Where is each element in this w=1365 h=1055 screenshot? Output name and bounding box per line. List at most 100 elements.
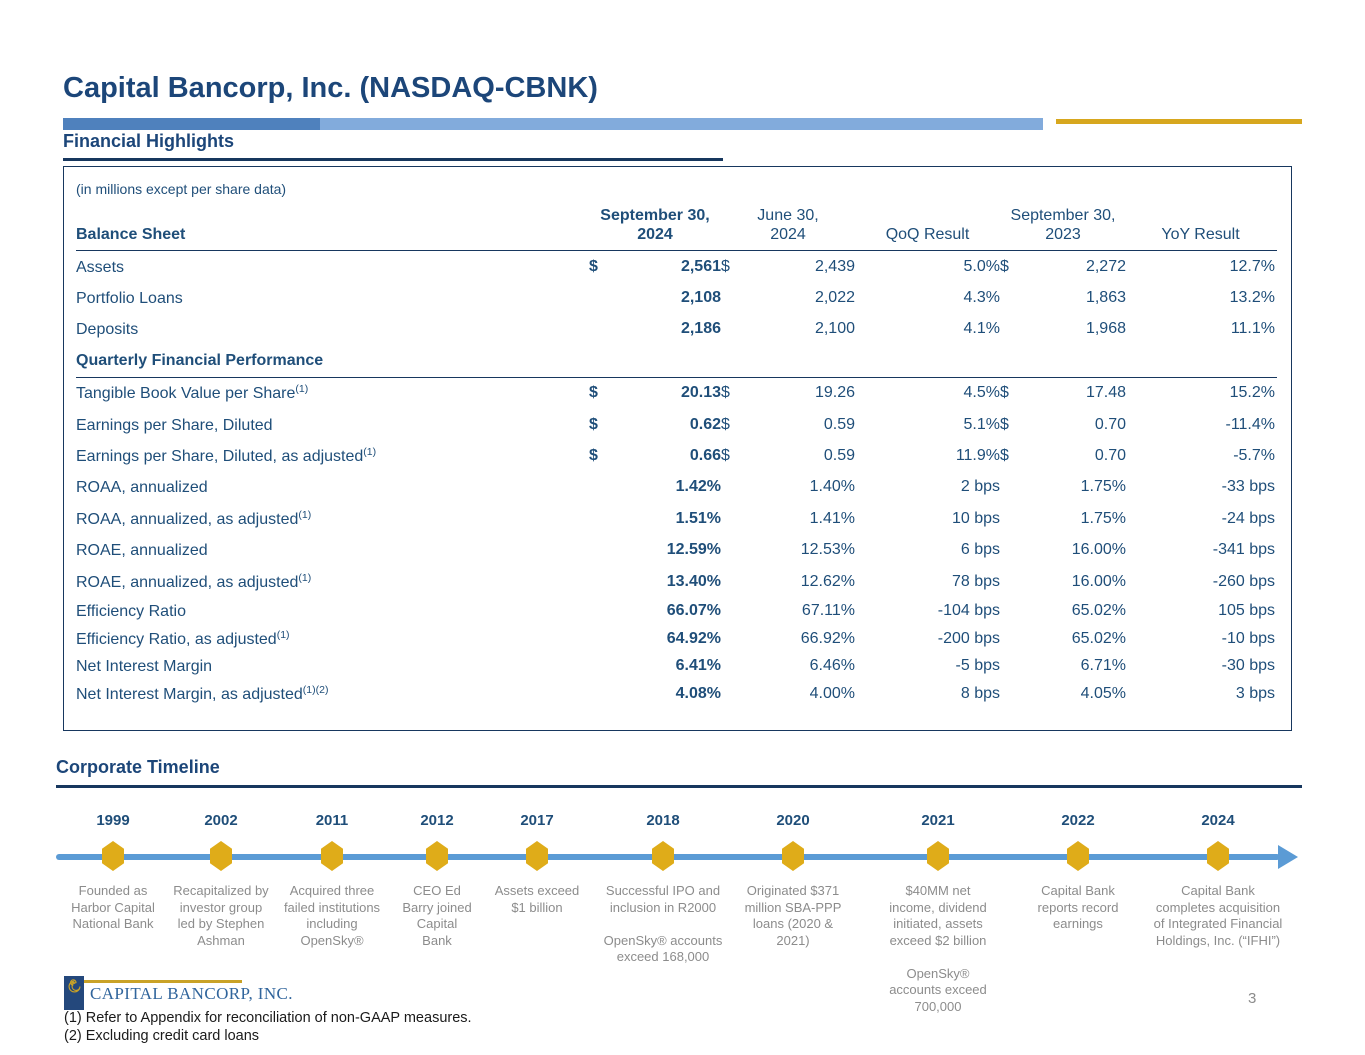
hexagon-marker-icon [652,841,674,871]
value-sep24: 66.07% [666,602,721,620]
table-row: Net Interest Margin 6.41% 6.46% -5 bps 6… [76,652,1277,680]
table-row: Tangible Book Value per Share(1) $ 20.13… [76,378,1277,409]
value-qoq: -200 bps [937,629,1000,647]
row-label: Deposits [76,321,139,339]
value-jun24: 67.11% [801,602,855,620]
col-header-jun-2024: June 30, [757,207,819,224]
value-sep23: 4.05% [1080,684,1126,702]
value-sep24: 1.42% [675,478,721,496]
value-yoy: 105 bps [1218,602,1275,620]
table-row: ROAA, annualized, as adjusted(1) 1.51% 1… [76,503,1277,534]
value-yoy: -30 bps [1221,657,1275,675]
value-jun24: 19.26 [814,384,855,402]
value-qoq: 4.1% [963,320,1000,338]
title-accent-bar [63,118,1043,130]
table-row: Deposits 2,186 2,100 4.1% 1,968 11.1% [76,314,1277,345]
value-yoy: -260 bps [1212,572,1275,590]
dollar-sign: $ [721,257,730,275]
accent-bar-light-segment [320,118,1043,130]
value-jun24: 1.40% [809,478,855,496]
table-row: Net Interest Margin, as adjusted(1)(2) 4… [76,680,1277,708]
value-yoy: 12.7% [1229,257,1275,275]
event-caption: Assets exceed $1 billion [494,883,580,915]
value-qoq: 78 bps [951,572,1000,590]
event-year: 2022 [1061,812,1095,829]
hexagon-marker-icon [526,841,548,871]
timeline-event-2017: 2017 Assets exceed $1 billion [448,812,626,916]
value-sep24: 0.62 [689,415,721,433]
event-year: 2020 [776,812,810,829]
hexagon-marker-icon [426,841,448,871]
table-header-row-1: September 30, June 30, September 30, [76,207,1277,225]
col-header-year-2024b: 2024 [770,226,806,243]
value-qoq: 10 bps [951,509,1000,527]
table-row: Earnings per Share, Diluted $ 0.62 $ 0.5… [76,409,1277,440]
dollar-sign: $ [1000,447,1009,465]
hexagon-marker-icon [321,841,343,871]
row-label: Efficiency Ratio [76,603,186,621]
value-sep23: 16.00% [1071,541,1126,559]
value-yoy: -33 bps [1221,478,1275,496]
logo-company-name: CAPITAL BANCORP, INC. [90,984,293,1003]
table-row: Portfolio Loans 2,108 2,022 4.3% 1,863 1… [76,282,1277,313]
value-jun24: 0.59 [823,415,855,433]
value-yoy: -341 bps [1212,541,1275,559]
col-header-year-2023: 2023 [1045,226,1081,243]
event-caption: CEO Ed Barry joined Capital Bank [402,883,472,948]
row-label: Earnings per Share, Diluted [76,416,273,434]
value-qoq: 8 bps [960,684,1000,702]
row-label: Tangible Book Value per Share(1) [76,383,309,403]
timeline-event-2020: 2020 Originated $371 million SBA-PPP loa… [704,812,882,949]
value-jun24: 12.62% [800,572,855,590]
value-jun24: 12.53% [800,541,855,559]
hexagon-marker-icon [782,841,804,871]
col-header-year-2024: 2024 [637,226,673,243]
value-sep24: 1.51% [675,509,721,527]
row-group-label: Balance Sheet [76,226,186,243]
value-sep23: 17.48 [1085,384,1126,402]
row-label: ROAA, annualized, as adjusted(1) [76,508,312,528]
dollar-sign: $ [721,447,730,465]
value-yoy: 11.1% [1230,320,1275,338]
value-jun24: 2,100 [814,320,855,338]
event-caption: Capital Bank reports record earnings [1037,883,1119,931]
value-sep23: 65.02% [1071,629,1126,647]
value-jun24: 4.00% [809,684,855,702]
dollar-sign: $ [589,384,598,402]
value-jun24: 2,439 [814,257,855,275]
hexagon-marker-icon [1067,841,1089,871]
timeline-event-2022: 2022 Capital Bank reports record earning… [989,812,1167,933]
table-header-row-2: Balance Sheet 2024 2024 QoQ Result 2023 … [76,225,1277,251]
value-qoq: 2 bps [960,478,1000,496]
row-label: Efficiency Ratio, as adjusted(1) [76,628,290,648]
value-qoq: 5.1% [963,415,1000,433]
dollar-sign: $ [1000,257,1009,275]
table-row: Earnings per Share, Diluted, as adjusted… [76,440,1277,471]
timeline-event-2018: 2018 Successful IPO and inclusion in R20… [574,812,752,966]
timeline-event-2021: 2021 $40MM net income, dividend initiate… [849,812,1027,1015]
value-qoq: -5 bps [955,657,1000,675]
value-jun24: 66.92% [800,629,855,647]
company-logo [64,976,84,1010]
event-caption: Acquired three failed institutions inclu… [283,883,381,948]
row-label: Net Interest Margin [76,658,213,676]
dollar-sign: $ [589,447,598,465]
corporate-timeline-heading: Corporate Timeline [56,757,220,777]
footnote-2: (2) Excluding credit card loans [64,1028,260,1044]
dollar-sign: $ [589,257,598,275]
value-yoy: 13.2% [1229,289,1275,307]
footnote-1: (1) Refer to Appendix for reconciliation… [64,1010,472,1026]
section-heading-quarterly-performance: Quarterly Financial Performance [76,345,1277,378]
event-year: 2024 [1201,812,1235,829]
value-sep24: 0.66 [689,447,721,465]
timeline-event-1999: 1999 Founded as Harbor Capital National … [24,812,202,933]
corporate-timeline-underline [56,785,1302,788]
financial-highlights-table: (in millions except per share data) Sept… [63,166,1292,731]
value-sep23: 65.02% [1071,602,1126,620]
value-sep23: 0.70 [1094,415,1126,433]
row-label: Earnings per Share, Diluted, as adjusted… [76,446,377,466]
value-sep23: 2,272 [1085,257,1126,275]
hexagon-marker-icon [102,841,124,871]
table-row: ROAE, annualized 12.59% 12.53% 6 bps 16.… [76,535,1277,566]
event-caption: Successful IPO and inclusion in R2000 Op… [603,883,723,964]
